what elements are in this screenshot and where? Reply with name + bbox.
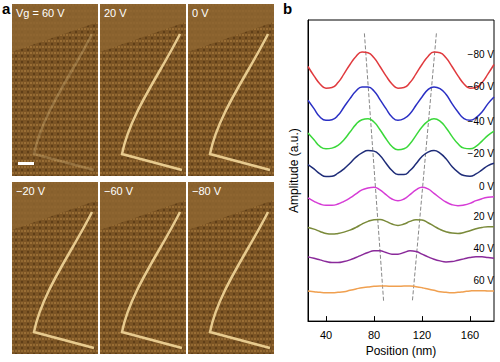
svg-text:160: 160: [461, 329, 479, 341]
svg-text:Vg = 60 V: Vg = 60 V: [16, 7, 65, 19]
svg-text:−80 V: −80 V: [192, 185, 222, 197]
svg-text:−60 V: −60 V: [104, 185, 134, 197]
svg-text:−20 V: −20 V: [16, 185, 46, 197]
svg-text:20 V: 20 V: [473, 211, 494, 222]
svg-text:Position (nm): Position (nm): [366, 344, 437, 358]
svg-text:40: 40: [320, 329, 332, 341]
svg-text:40 V: 40 V: [473, 243, 494, 254]
svg-text:80: 80: [368, 329, 380, 341]
svg-text:20 V: 20 V: [104, 7, 127, 19]
svg-text:0 V: 0 V: [192, 7, 209, 19]
svg-text:−60 V: −60 V: [468, 81, 495, 92]
svg-text:−20 V: −20 V: [468, 148, 495, 159]
svg-text:−40 V: −40 V: [468, 116, 495, 127]
html-text:a: a: [2, 0, 11, 17]
svg-text:60 V: 60 V: [473, 275, 494, 286]
svg-text:120: 120: [413, 329, 431, 341]
html-text:b: b: [283, 0, 293, 17]
svg-text:0 V: 0 V: [479, 181, 494, 192]
svg-text:−80 V: −80 V: [468, 49, 495, 60]
svg-text:Amplitude (a.u.): Amplitude (a.u.): [287, 128, 301, 213]
